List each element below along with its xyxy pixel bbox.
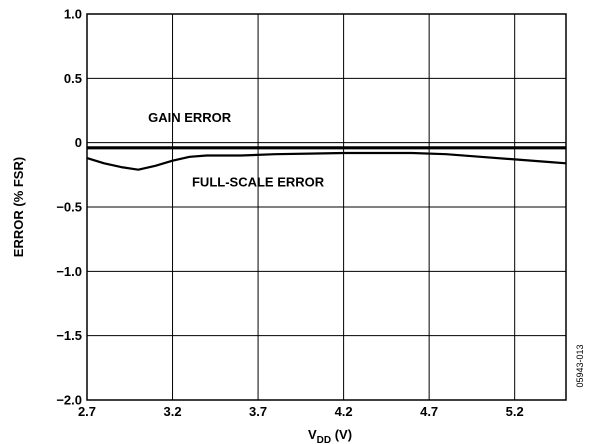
y-tick-label: −1.0	[56, 264, 82, 279]
y-tick-label: 1.0	[64, 7, 82, 22]
y-tick-label: 0	[75, 135, 82, 150]
y-tick-label: −0.5	[56, 200, 82, 215]
x-tick-label: 5.2	[506, 404, 524, 419]
series-line-full-scale-error	[86, 151, 567, 171]
x-tick-label: 3.7	[249, 404, 267, 419]
annotations: GAIN ERROR FULL-SCALE ERROR	[148, 110, 325, 189]
x-axis-ticks: 2.7 3.2 3.7 4.2 4.7 5.2	[78, 404, 524, 419]
y-tick-label: 0.5	[64, 71, 82, 86]
x-axis-label: VDD (V)	[308, 427, 352, 444]
grid-lines	[86, 13, 566, 401]
x-tick-label: 4.2	[335, 404, 353, 419]
y-axis-label: ERROR (% FSR)	[11, 157, 26, 257]
x-tick-label: 2.7	[78, 404, 96, 419]
plot-frame	[86, 13, 567, 401]
annotation-label: GAIN ERROR	[148, 110, 232, 125]
annotation-label: FULL-SCALE ERROR	[192, 174, 325, 189]
y-axis-ticks: 1.0 0.5 0 −0.5 −1.0 −1.5 −2.0	[56, 7, 82, 408]
series-lines	[86, 146, 567, 171]
figure-id: 05943-013	[575, 344, 585, 387]
x-tick-label: 3.2	[163, 404, 181, 419]
y-tick-label: −1.5	[56, 328, 82, 343]
y-tick-label: −2.0	[56, 393, 82, 408]
x-tick-label: 4.7	[420, 404, 438, 419]
